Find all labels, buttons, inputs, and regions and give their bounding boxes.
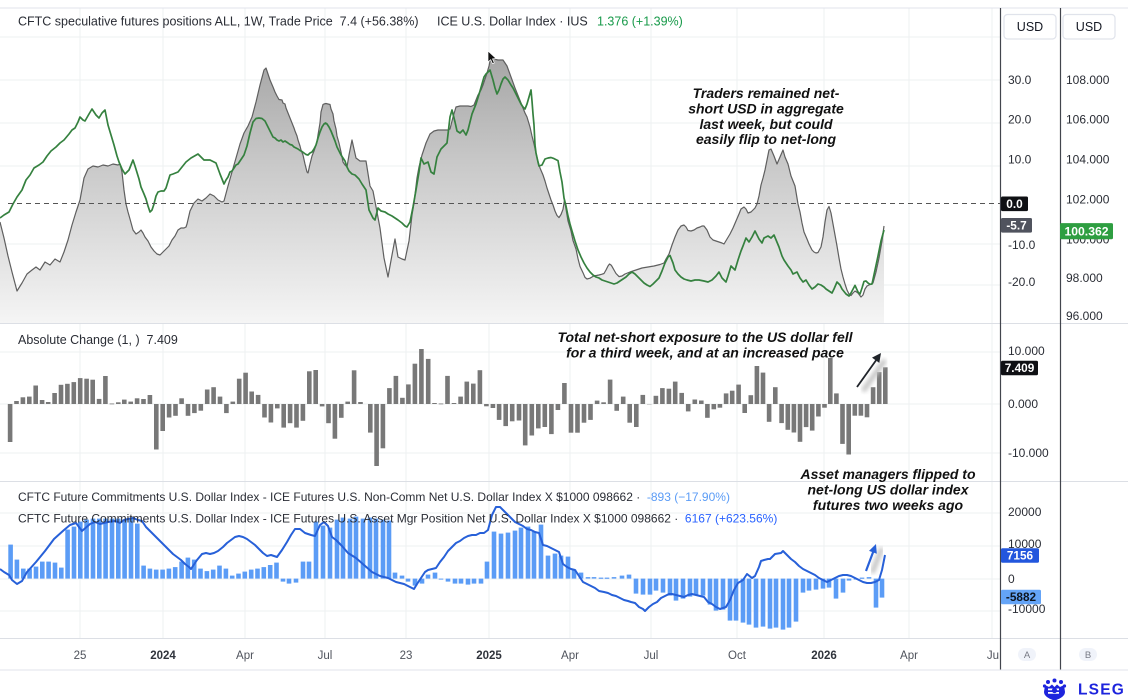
svg-text:0.000: 0.000 (1008, 397, 1038, 411)
svg-text:CFTC Future Commitments U.S. D: CFTC Future Commitments U.S. Dollar Inde… (18, 512, 777, 526)
svg-text:7.409: 7.409 (1005, 361, 1035, 375)
svg-text:Jul: Jul (644, 650, 659, 662)
svg-text:2024: 2024 (150, 650, 176, 662)
svg-text:-10000: -10000 (1008, 602, 1046, 616)
svg-text:-5.7: -5.7 (1006, 219, 1027, 233)
svg-text:2025: 2025 (476, 650, 502, 662)
svg-text:Oct: Oct (728, 650, 747, 662)
svg-text:23: 23 (400, 650, 413, 662)
svg-text:Apr: Apr (900, 650, 918, 662)
svg-text:100.362: 100.362 (1064, 224, 1108, 238)
svg-text:10.000: 10.000 (1008, 344, 1045, 358)
svg-text:10.0: 10.0 (1008, 153, 1032, 167)
svg-text:10000: 10000 (1008, 537, 1042, 551)
svg-text:Jul: Jul (318, 650, 333, 662)
svg-text:B: B (1085, 650, 1091, 661)
svg-text:Apr: Apr (561, 650, 579, 662)
svg-text:LSEG: LSEG (1078, 682, 1125, 699)
svg-text:CFTC speculative futures posit: CFTC speculative futures positions ALL, … (18, 15, 683, 29)
svg-text:USD: USD (1017, 20, 1043, 34)
svg-text:25: 25 (74, 650, 87, 662)
svg-text:Absolute Change (1, ) 7.409: Absolute Change (1, ) 7.409 (18, 333, 178, 347)
svg-text:0: 0 (1008, 572, 1015, 586)
svg-text:Traders remained net-short USD: Traders remained net-short USD in aggreg… (688, 85, 844, 147)
svg-text:104.000: 104.000 (1066, 153, 1110, 167)
svg-text:96.000: 96.000 (1066, 309, 1103, 323)
svg-text:Total net-short exposure to th: Total net-short exposure to the US dolla… (557, 329, 853, 361)
svg-text:CFTC Future Commitments U.S. D: CFTC Future Commitments U.S. Dollar Inde… (18, 490, 730, 504)
svg-text:A: A (1024, 650, 1031, 661)
svg-text:Ju: Ju (987, 650, 999, 662)
svg-text:-5882: -5882 (1006, 590, 1037, 604)
svg-text:98.000: 98.000 (1066, 271, 1103, 285)
svg-text:102.000: 102.000 (1066, 193, 1110, 207)
svg-text:7156: 7156 (1007, 549, 1034, 563)
svg-text:108.000: 108.000 (1066, 73, 1110, 87)
svg-text:20000: 20000 (1008, 505, 1042, 519)
svg-text:106.000: 106.000 (1066, 113, 1110, 127)
svg-text:USD: USD (1076, 20, 1102, 34)
svg-text:-10.0: -10.0 (1008, 238, 1036, 252)
svg-text:2026: 2026 (811, 650, 837, 662)
svg-text:-20.0: -20.0 (1008, 275, 1036, 289)
svg-text:-10.000: -10.000 (1008, 446, 1049, 460)
svg-text:20.0: 20.0 (1008, 113, 1032, 127)
svg-text:Apr: Apr (236, 650, 254, 662)
svg-text:0.0: 0.0 (1006, 197, 1023, 211)
svg-text:30.0: 30.0 (1008, 73, 1032, 87)
